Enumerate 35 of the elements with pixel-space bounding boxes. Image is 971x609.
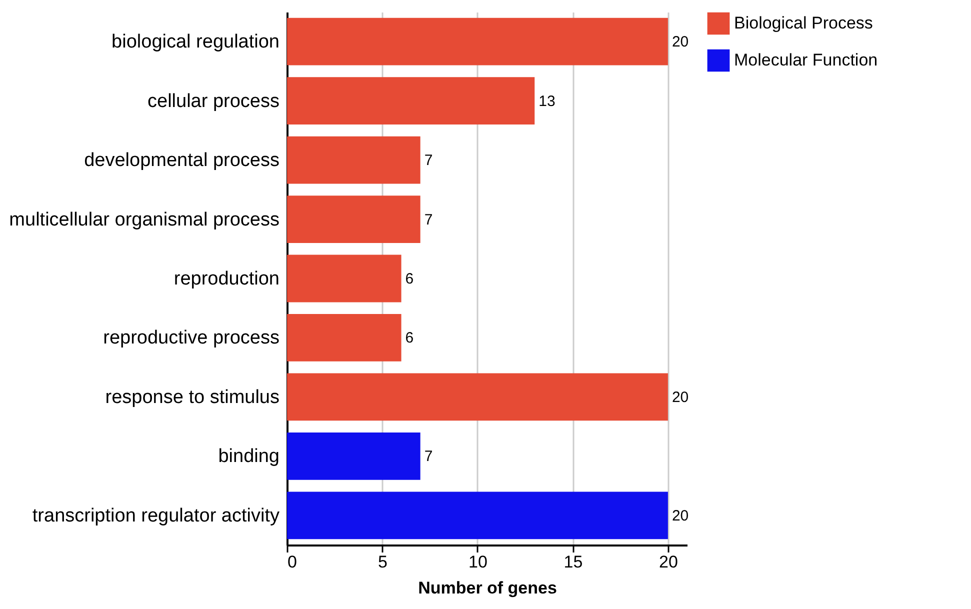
y-tick-label: developmental process <box>84 150 280 172</box>
data-label: 6 <box>405 270 414 288</box>
y-tick-label: reproductive process <box>103 328 280 349</box>
bar <box>287 432 420 480</box>
bar <box>287 254 402 302</box>
bar <box>287 18 668 66</box>
x-tick-label: 5 <box>378 552 388 572</box>
x-tick-label: 10 <box>468 552 488 572</box>
bar <box>287 373 668 421</box>
legend-label: Biological Process <box>734 14 873 32</box>
y-tick-label: response to stimulus <box>105 386 280 408</box>
data-label: 20 <box>672 34 689 51</box>
y-tick-label: multicellular organismal process <box>9 209 280 230</box>
x-tick-label: 0 <box>288 552 297 572</box>
data-label: 13 <box>538 92 556 110</box>
data-label: 7 <box>424 448 433 466</box>
bar <box>287 196 420 243</box>
data-label: 20 <box>672 388 689 406</box>
y-tick-label: transcription regulator activity <box>32 505 280 526</box>
bar <box>287 492 668 540</box>
y-tick-label: cellular process <box>148 90 280 112</box>
x-axis-title: Number of genes <box>418 578 557 598</box>
y-tick-label: reproduction <box>174 268 280 290</box>
data-label: 20 <box>672 507 689 524</box>
bar <box>287 136 420 184</box>
y-tick-label: binding <box>218 446 280 468</box>
bar <box>287 314 402 362</box>
data-label: 7 <box>424 211 433 228</box>
data-label: 6 <box>405 330 414 347</box>
legend-label: Molecular Function <box>734 50 878 70</box>
x-tick-label: 15 <box>564 552 583 572</box>
x-tick-label: 20 <box>658 552 678 572</box>
data-label: 7 <box>424 152 433 170</box>
bar <box>287 77 535 125</box>
y-tick-label: biological regulation <box>112 32 280 53</box>
